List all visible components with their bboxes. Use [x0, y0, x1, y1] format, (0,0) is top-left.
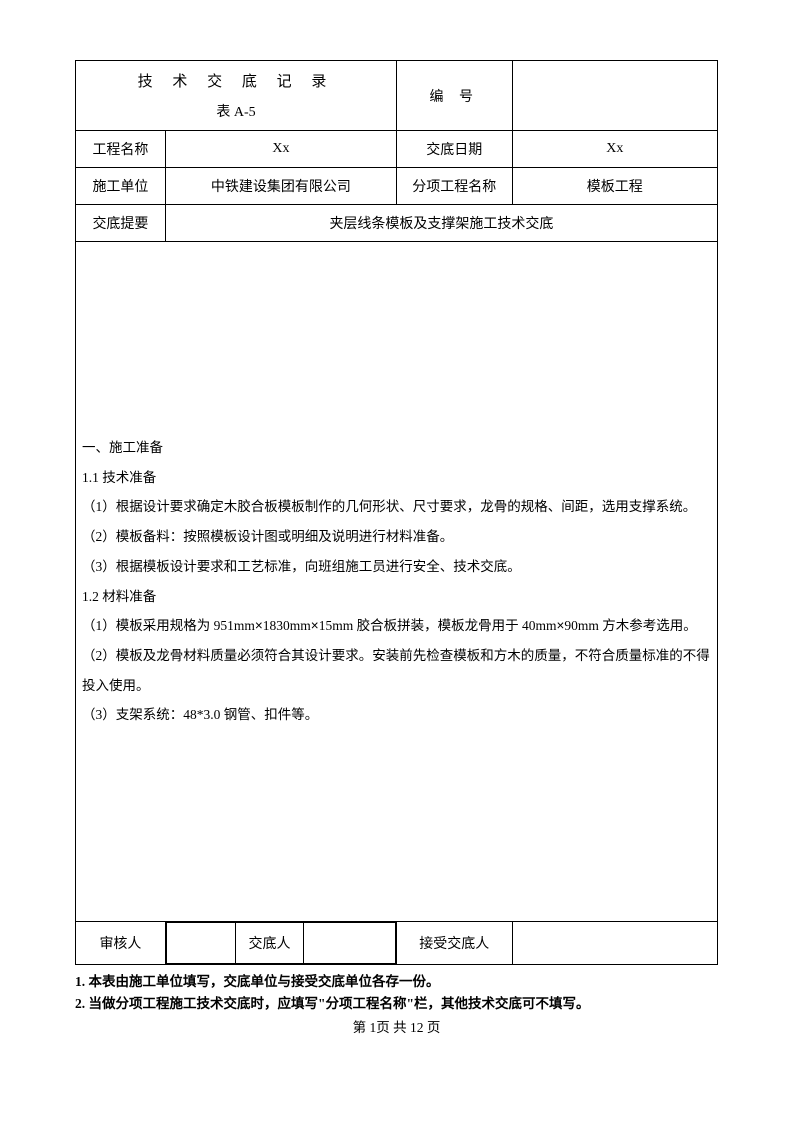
form-title-cell: 技 术 交 底 记 录 表 A-5 — [76, 61, 397, 131]
date-value[interactable]: Xx — [512, 131, 717, 168]
summary-label: 交底提要 — [76, 205, 166, 242]
presenter-value[interactable] — [304, 923, 396, 964]
form-title: 技 术 交 底 记 录 — [82, 70, 390, 91]
content-paragraph: （3）支架系统：48*3.0 钢管、扣件等。 — [82, 700, 711, 730]
project-name-label: 工程名称 — [76, 131, 166, 168]
construction-unit-label: 施工单位 — [76, 168, 166, 205]
content-paragraph: （3）根据模板设计要求和工艺标准，向班组施工员进行安全、技术交底。 — [82, 552, 711, 582]
info-row-1: 工程名称 Xx 交底日期 Xx — [76, 131, 718, 168]
date-label: 交底日期 — [396, 131, 512, 168]
project-name-value[interactable]: Xx — [165, 131, 396, 168]
subsection-1-2-title: 1.2 材料准备 — [82, 582, 711, 612]
content-area: 一、施工准备 1.1 技术准备 （1）根据设计要求确定木胶合板模板制作的几何形状… — [76, 242, 718, 922]
presenter-label: 交底人 — [235, 923, 304, 964]
multiply-icon: × — [255, 618, 263, 633]
signature-cells: 交底人 — [165, 922, 396, 965]
content-paragraph: （1）根据设计要求确定木胶合板模板制作的几何形状、尺寸要求，龙骨的规格、间距，选… — [82, 492, 711, 522]
header-row: 技 术 交 底 记 录 表 A-5 编 号 — [76, 61, 718, 131]
subproject-label: 分项工程名称 — [396, 168, 512, 205]
construction-unit-value[interactable]: 中铁建设集团有限公司 — [165, 168, 396, 205]
reviewer-label: 审核人 — [76, 922, 166, 965]
footer-notes: 1. 本表由施工单位填写，交底单位与接受交底单位各存一份。 2. 当做分项工程施… — [75, 971, 718, 1014]
content-paragraph: （2）模板备料：按照模板设计图或明细及说明进行材料准备。 — [82, 522, 711, 552]
note-1: 1. 本表由施工单位填写，交底单位与接受交底单位各存一份。 — [75, 971, 718, 993]
info-row-2: 施工单位 中铁建设集团有限公司 分项工程名称 模板工程 — [76, 168, 718, 205]
subsection-1-1-title: 1.1 技术准备 — [82, 463, 711, 493]
content-row: 一、施工准备 1.1 技术准备 （1）根据设计要求确定木胶合板模板制作的几何形状… — [76, 242, 718, 922]
content-paragraph: （2）模板及龙骨材料质量必须符合其设计要求。安装前先检查模板和方木的质量，不符合… — [82, 641, 711, 700]
subproject-value[interactable]: 模板工程 — [512, 168, 717, 205]
signature-row: 审核人 交底人 接受交底人 — [76, 922, 718, 965]
section-1-heading: 一、施工准备 — [82, 433, 711, 463]
summary-row: 交底提要 夹层线条模板及支撑架施工技术交底 — [76, 205, 718, 242]
receiver-label: 接受交底人 — [396, 922, 512, 965]
bianhao-value[interactable] — [512, 61, 717, 131]
reviewer-value[interactable] — [166, 923, 235, 964]
content-paragraph: （1）模板采用规格为 951mm×1830mm×15mm 胶合板拼装，模板龙骨用… — [82, 611, 711, 641]
note-2: 2. 当做分项工程施工技术交底时，应填写"分项工程名称"栏，其他技术交底可不填写… — [75, 993, 718, 1015]
multiply-icon: × — [311, 618, 319, 633]
form-code: 表 A-5 — [82, 101, 390, 121]
main-form-table: 技 术 交 底 记 录 表 A-5 编 号 工程名称 Xx 交底日期 Xx 施工… — [75, 60, 718, 965]
bianhao-label: 编 号 — [396, 61, 512, 131]
receiver-value[interactable] — [512, 922, 717, 965]
page-number: 第 1页 共 12 页 — [75, 1016, 718, 1036]
summary-value[interactable]: 夹层线条模板及支撑架施工技术交底 — [165, 205, 717, 242]
